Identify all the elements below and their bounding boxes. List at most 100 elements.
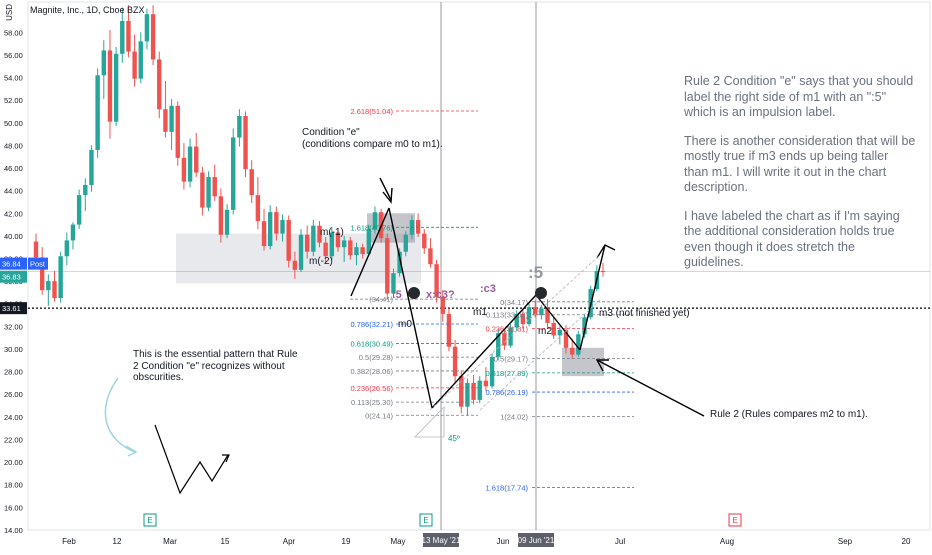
candle-body xyxy=(298,234,304,270)
earnings-marker xyxy=(143,513,157,527)
fib-level-label: 0.618(30.49) xyxy=(350,339,393,348)
candle-body xyxy=(526,307,532,325)
y-tick-label: 14.00 xyxy=(4,526,23,535)
candle-body xyxy=(70,224,76,241)
candle-body xyxy=(107,50,113,122)
candle-body xyxy=(391,273,396,294)
candle-body xyxy=(194,146,199,173)
y-tick-label: 58.00 xyxy=(4,28,23,37)
candle-body xyxy=(502,333,507,346)
x-tick-label: 19 xyxy=(342,537,351,546)
candle-body xyxy=(267,212,273,247)
x-tick-label: Jun xyxy=(497,537,510,546)
currency-unit: USD xyxy=(5,4,14,21)
x-tick-label: 12 xyxy=(113,537,122,546)
candle-body xyxy=(237,115,242,138)
earnings-label: E xyxy=(147,516,152,525)
y-tick-label: 42.00 xyxy=(4,209,23,218)
x-tick-label: 15 xyxy=(221,537,230,546)
candle-body xyxy=(452,346,458,377)
label-colon5-small: :5 xyxy=(392,289,402,301)
candle-body xyxy=(403,234,408,252)
rule2-zone xyxy=(562,347,604,377)
candle-body xyxy=(218,196,224,235)
post-badge: Post xyxy=(30,260,46,269)
candle-body xyxy=(150,14,156,60)
y-tick-label: 18.00 xyxy=(4,481,23,490)
right-annotation-p3: I have labeled the chart as if I'm sayin… xyxy=(684,208,900,270)
cursor-marker xyxy=(535,287,547,299)
fib-level-label: 0.786(32.21) xyxy=(350,320,393,329)
label-m-minus-1: m(-1) xyxy=(320,227,344,238)
x-tick-label: May xyxy=(390,537,405,546)
fib-level-label: 0.236(26.56) xyxy=(350,384,393,393)
angle-label: 45º xyxy=(448,434,460,443)
candle-body xyxy=(385,238,390,294)
fib-level-label: 1.618(40.76) xyxy=(350,223,393,232)
y-tick-label: 52.00 xyxy=(4,96,23,105)
candle-body xyxy=(249,169,254,196)
candle-body xyxy=(231,137,236,210)
y-tick-label: 20.00 xyxy=(4,458,23,467)
candle-body xyxy=(489,356,495,387)
candle-body xyxy=(576,334,581,355)
candle-body xyxy=(434,264,439,297)
candle-body xyxy=(477,380,482,400)
last-price-tag: 36.83 xyxy=(2,273,21,282)
y-tick-label: 28.00 xyxy=(4,368,23,377)
y-tick-label: 46.00 xyxy=(4,164,23,173)
y-tick-label: 54.00 xyxy=(4,74,23,83)
y-tick-label: 30.00 xyxy=(4,345,23,354)
candle-body xyxy=(304,234,310,252)
label-m3: m3 (not finished yet) xyxy=(599,308,690,319)
last-price-tag-bg xyxy=(0,270,27,283)
right-annotation-p1: Rule 2 Condition "e" says that you shoul… xyxy=(684,74,914,119)
candle-body xyxy=(508,327,513,346)
candle-body xyxy=(335,232,341,248)
candle-body xyxy=(76,195,82,225)
candle-body xyxy=(64,240,70,257)
rule2-arrow-line xyxy=(596,359,705,417)
right-annotation: Rule 2 Condition "e" says that you shoul… xyxy=(684,74,916,284)
candle-body xyxy=(169,105,174,132)
candle-body xyxy=(360,247,365,254)
candle-body xyxy=(341,240,347,248)
candle-body xyxy=(372,212,378,230)
candle-body xyxy=(292,260,298,270)
candle-body xyxy=(471,382,476,400)
essential-pattern-sketch xyxy=(154,424,229,495)
fib-level-label: 0(34.17) xyxy=(500,298,528,307)
fib-level-label: 0.236(31.81) xyxy=(485,325,528,334)
candle-body xyxy=(274,212,279,234)
candle-body xyxy=(95,75,100,150)
y-tick-label: 24.00 xyxy=(4,413,23,422)
x-tick-label: Feb xyxy=(62,537,76,546)
curved-pointer-head xyxy=(125,445,138,457)
y-tick-label: 50.00 xyxy=(4,119,23,128)
label-x-c3: x:c3? xyxy=(426,289,455,301)
candle-body xyxy=(563,329,569,348)
candle-body xyxy=(520,313,526,325)
post-price-tag-bg xyxy=(0,257,27,270)
candle-body xyxy=(200,172,205,208)
candle-body xyxy=(212,177,217,197)
label-m1: m1 xyxy=(473,307,487,318)
candle-body xyxy=(557,329,563,336)
fib-level-label: 0.618(27.89) xyxy=(485,369,528,378)
candle-body xyxy=(101,50,106,76)
pattern-leg-line xyxy=(350,207,390,297)
pattern-leg-line xyxy=(535,294,581,351)
candle-body xyxy=(89,149,94,185)
candle-body xyxy=(181,157,187,182)
candle-body xyxy=(311,225,316,252)
pattern-annotation: This is the essential pattern that Rule … xyxy=(133,349,298,383)
fib-level-label: 0.786(26.19) xyxy=(485,388,528,397)
y-tick-label: 48.00 xyxy=(4,141,23,150)
pattern-arrow-head xyxy=(596,244,616,259)
candle-body xyxy=(422,233,427,249)
candle-body xyxy=(175,105,180,158)
curved-pointer-icon xyxy=(104,377,136,453)
candle-body xyxy=(545,308,550,323)
